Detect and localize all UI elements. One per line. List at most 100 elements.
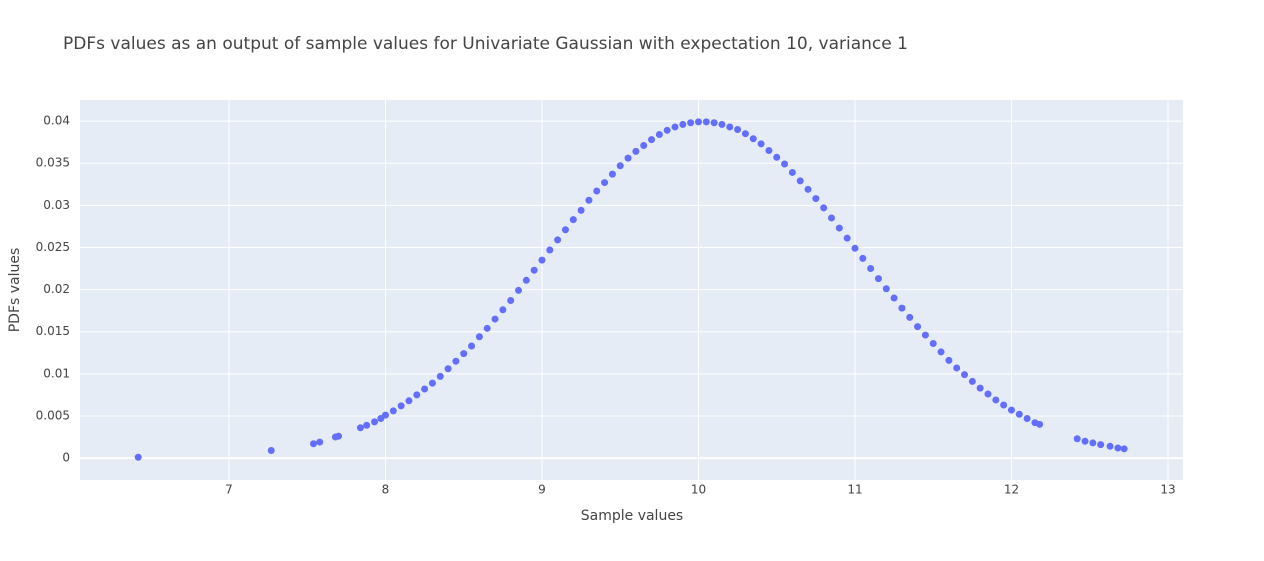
point — [640, 141, 648, 149]
point — [363, 421, 371, 429]
y-tick-label: 0.015 — [36, 324, 70, 338]
point — [585, 196, 593, 204]
point — [1089, 439, 1097, 447]
point — [968, 377, 976, 385]
point — [984, 390, 992, 398]
point — [561, 226, 569, 234]
point — [749, 135, 757, 143]
point — [616, 162, 624, 170]
x-tick-label: 8 — [382, 483, 390, 497]
point — [906, 313, 914, 321]
point — [828, 214, 836, 222]
point — [992, 396, 1000, 404]
point — [671, 123, 679, 131]
point — [702, 118, 710, 126]
point — [371, 418, 379, 426]
point — [914, 323, 922, 331]
point — [648, 136, 656, 144]
point — [663, 126, 671, 134]
point — [820, 204, 828, 212]
point — [804, 185, 812, 193]
point — [436, 372, 444, 380]
x-tick-label: 13 — [1160, 483, 1175, 497]
point — [843, 234, 851, 242]
point — [710, 119, 718, 127]
point — [1073, 435, 1081, 443]
y-axis-label: PDFs values — [7, 248, 23, 333]
y-tick-label: 0 — [62, 451, 70, 465]
point — [765, 147, 773, 155]
point — [515, 286, 523, 294]
point — [835, 224, 843, 232]
point — [577, 206, 585, 214]
point — [475, 333, 483, 341]
point — [316, 438, 324, 446]
point — [655, 131, 663, 139]
point — [976, 384, 984, 392]
point — [1120, 445, 1128, 453]
point — [381, 411, 389, 419]
point — [499, 306, 507, 314]
point — [538, 256, 546, 264]
y-tick-label: 0.005 — [36, 408, 70, 422]
y-tick-label: 0.035 — [36, 156, 70, 170]
point — [718, 120, 726, 128]
point — [413, 391, 421, 399]
point — [953, 364, 961, 372]
point — [945, 356, 953, 364]
point — [1023, 414, 1031, 422]
point — [1007, 406, 1015, 414]
point — [452, 357, 460, 365]
point — [468, 342, 476, 350]
chart-title: PDFs values as an output of sample value… — [63, 34, 908, 54]
x-tick-label: 9 — [538, 483, 546, 497]
point — [1106, 442, 1114, 450]
point — [1015, 410, 1023, 418]
point — [961, 371, 969, 379]
point — [421, 385, 429, 393]
point — [530, 266, 538, 274]
x-tick-label: 7 — [225, 483, 233, 497]
point — [890, 294, 898, 302]
point — [491, 315, 499, 323]
point — [687, 119, 695, 127]
point — [1097, 441, 1105, 449]
point — [734, 125, 742, 133]
point — [898, 304, 906, 312]
point — [389, 407, 397, 415]
y-tick-label: 0.03 — [43, 198, 70, 212]
x-axis-label: Sample values — [581, 508, 683, 524]
point — [507, 297, 515, 305]
y-tick-label: 0.025 — [36, 240, 70, 254]
point — [1081, 437, 1089, 445]
point — [757, 140, 765, 148]
point — [1036, 420, 1044, 428]
point — [1000, 401, 1008, 409]
point — [554, 236, 562, 244]
point — [867, 265, 875, 273]
x-tick-label: 12 — [1004, 483, 1019, 497]
point — [741, 130, 749, 138]
point — [309, 440, 317, 448]
point — [788, 168, 796, 176]
point — [460, 350, 468, 358]
point — [134, 453, 142, 461]
point — [812, 195, 820, 203]
point — [546, 246, 554, 254]
point — [882, 285, 890, 293]
point — [726, 123, 734, 131]
point — [522, 276, 530, 284]
point — [335, 432, 343, 440]
point — [569, 216, 577, 224]
point — [397, 402, 405, 410]
point — [624, 154, 632, 162]
point — [593, 187, 601, 195]
y-tick-label: 0.01 — [43, 366, 70, 380]
point — [796, 177, 804, 185]
point — [851, 244, 859, 252]
point — [428, 379, 436, 387]
point — [679, 120, 687, 128]
x-tick-label: 11 — [847, 483, 862, 497]
point — [608, 170, 616, 178]
